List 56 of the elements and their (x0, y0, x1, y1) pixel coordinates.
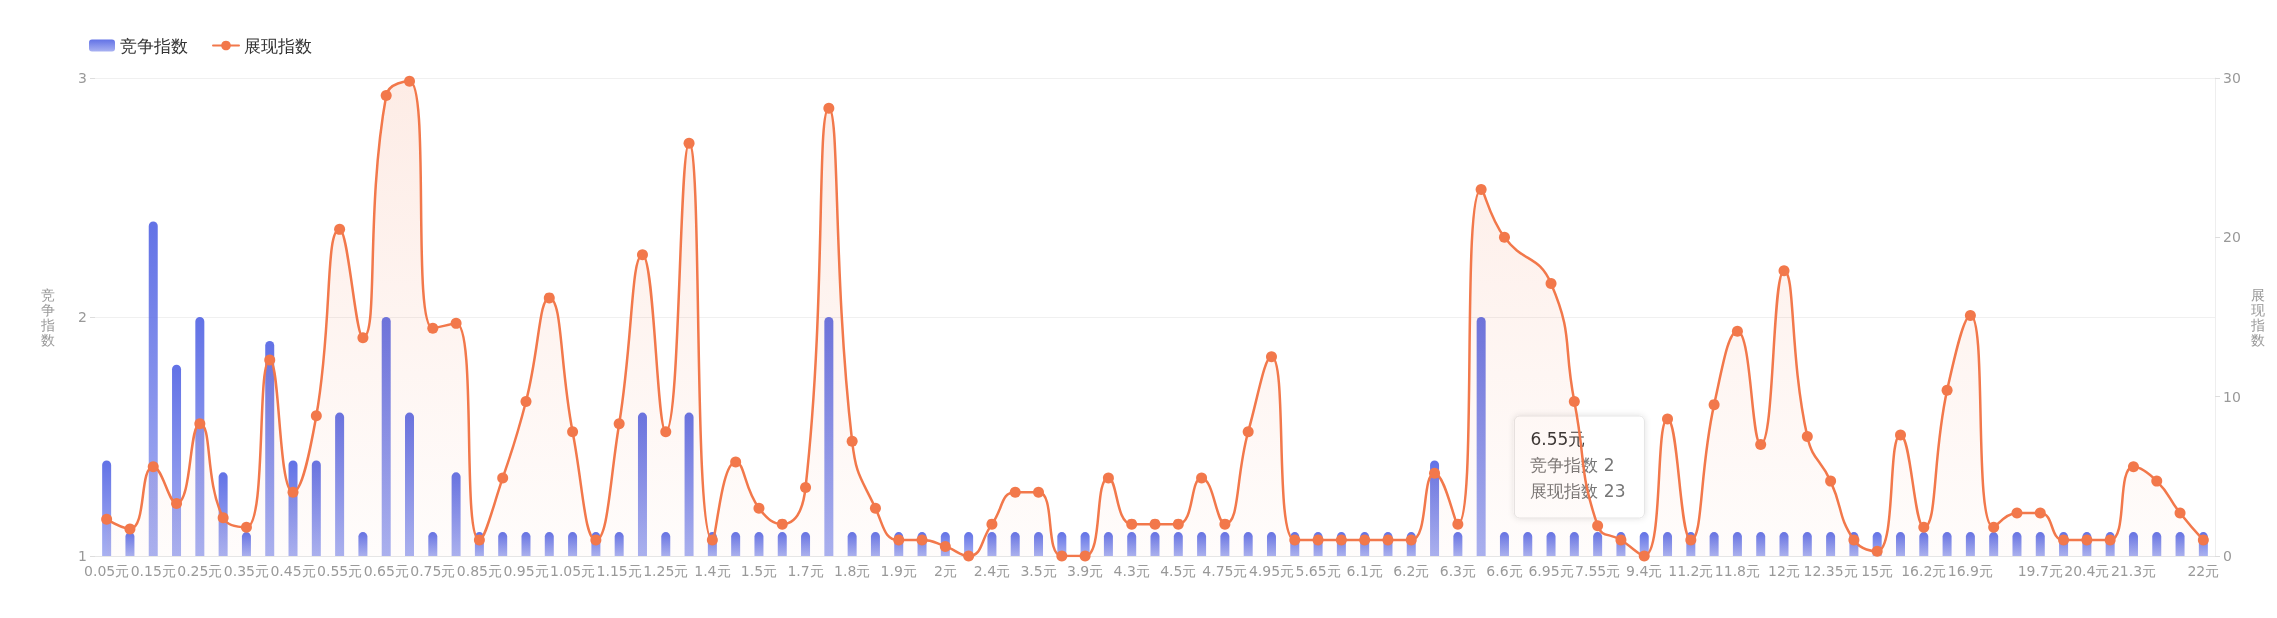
x-tick-label: 0.15元 (130, 563, 176, 579)
x-tick-label: 16.2元 (1901, 563, 1947, 579)
x-tick-label: 6.3元 (1439, 563, 1476, 579)
x-tick-label: 20.4元 (2064, 563, 2110, 579)
x-tick-label: 1.8元 (834, 563, 871, 579)
y-tick-label: 3 (78, 70, 87, 86)
x-tick-label: 0.25元 (177, 563, 223, 579)
x-tick-label: 9.4元 (1626, 563, 1663, 579)
x-tick-label: 0.85元 (456, 563, 502, 579)
x-tick-label: 1.25元 (643, 563, 689, 579)
x-tick-label: 12元 (1768, 563, 1800, 579)
x-tick-label: 4.95元 (1248, 563, 1295, 579)
x-tick-label: 0.95元 (503, 563, 549, 579)
x-tick-label: 2元 (933, 563, 957, 579)
x-tick-label: 1.9元 (880, 563, 917, 579)
x-tick-label: 0.65元 (363, 563, 409, 579)
y2-axis-title: 展现指数 (2250, 286, 2265, 348)
x-tick-label: 3.5元 (1020, 563, 1057, 579)
y2-tick-label: 0 (2223, 548, 2232, 564)
x-tick-label: 15元 (1861, 563, 1894, 579)
y2-tick-label: 20 (2223, 229, 2241, 246)
x-tick-label: 6.1元 (1346, 563, 1383, 579)
y2-tick-label: 10 (2223, 388, 2241, 405)
x-tick-label: 11.8元 (1714, 563, 1760, 579)
x-tick-label: 6.95元 (1528, 563, 1574, 579)
x-tick-label: 22元 (2187, 563, 2220, 579)
x-tick-label: 0.35元 (223, 563, 270, 579)
y-axis-title: 竞争指数 (40, 286, 55, 348)
legend-label: 竞争指数 (120, 35, 188, 56)
x-tick-label: 0.55元 (317, 563, 363, 579)
x-tick-label: 0.45元 (270, 563, 316, 579)
legend-label: 展现指数 (244, 35, 312, 56)
x-tick-label: 1.5元 (740, 563, 778, 579)
x-tick-label: 4.5元 (1160, 563, 1197, 579)
x-tick-label: 2.4元 (973, 563, 1011, 579)
x-tick-label: 11.2元 (1668, 563, 1714, 579)
x-tick-label: 4.3元 (1113, 563, 1150, 579)
x-tick-label: 21.3元 (2110, 563, 2157, 579)
x-tick-label: 3.9元 (1066, 563, 1104, 579)
x-tick-label: 1.7元 (787, 563, 824, 579)
x-tick-label: 1.15元 (596, 563, 642, 579)
x-tick-label: 1.05元 (550, 563, 596, 579)
y2-tick-label: 30 (2223, 70, 2241, 86)
x-tick-label: 4.75元 (1202, 563, 1248, 579)
y-tick-label: 2 (78, 309, 87, 325)
x-tick-label: 7.55元 (1575, 563, 1621, 579)
x-tick-label: 0.75元 (410, 563, 456, 579)
x-tick-label: 6.6元 (1486, 563, 1523, 579)
x-tick-label: 16.9元 (1947, 563, 1993, 579)
x-tick-label: 19.7元 (2017, 563, 2063, 579)
x-tick-label: 6.2元 (1393, 563, 1430, 579)
x-tick-label: 0.05元 (84, 563, 130, 579)
x-tick-label: 12.35元 (1803, 563, 1858, 579)
x-tick-label: 5.65元 (1295, 563, 1341, 579)
x-tick-label: 1.4元 (694, 563, 731, 579)
y-tick-label: 1 (78, 548, 87, 564)
